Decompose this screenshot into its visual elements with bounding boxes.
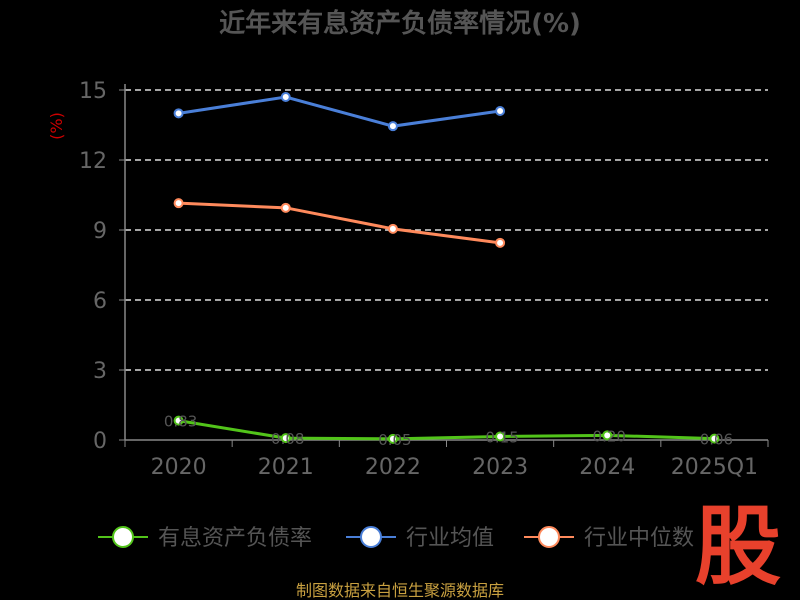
data-point: [280, 202, 291, 213]
x-tick-label: 2024: [579, 455, 635, 480]
data-label: 0.20: [593, 427, 626, 445]
data-point: [495, 431, 506, 442]
data-point: [495, 237, 506, 248]
data-point: [387, 433, 398, 444]
data-point: [173, 108, 184, 119]
legend-label: 有息资产负债率: [158, 526, 312, 551]
data-point: [173, 198, 184, 209]
grid-lines: [125, 89, 768, 371]
data-point: [495, 106, 506, 116]
legend-label: 行业中位数: [584, 526, 694, 551]
data-point: [280, 433, 291, 444]
data-point: [709, 433, 720, 444]
data-label: 0.15: [485, 429, 518, 447]
data-point: [387, 121, 398, 132]
x-tick-label: 2022: [365, 455, 421, 480]
y-tick-labels: 0 3 6 9 12 15: [79, 79, 107, 454]
series-group: 0.83 0.08 0.05 0.15 0.20 0.06: [164, 92, 733, 449]
y-tick-label: 0: [93, 429, 107, 454]
chart-title: 近年来有息资产负债率情况(%): [219, 8, 581, 39]
series-0: 0.83 0.08 0.05 0.15 0.20 0.06: [164, 413, 733, 449]
x-tick-label: 2025Q1: [671, 455, 758, 480]
data-point: [602, 430, 613, 441]
x-tick-label: 2021: [258, 455, 314, 480]
y-tick-label: 3: [93, 359, 107, 384]
y-tick-label: 12: [79, 149, 107, 174]
data-label: 0.05: [378, 431, 411, 449]
data-point: [387, 223, 398, 234]
data-label: 0.83: [164, 413, 197, 431]
logo-mark: 股: [695, 497, 781, 597]
legend: 有息资产负债率 行业均值 行业中位数: [98, 526, 694, 551]
series-line: [178, 419, 715, 441]
data-label: 0.06: [700, 431, 733, 449]
source-note: 制图数据来自恒生聚源数据库: [296, 581, 504, 600]
x-tick-label: 2023: [472, 455, 528, 480]
y-axis-unit: (%): [47, 112, 66, 140]
axes: [119, 84, 769, 447]
legend-label: 行业均值: [406, 526, 494, 551]
y-tick-label: 15: [79, 79, 107, 104]
legend-item-0[interactable]: 有息资产负债率: [98, 526, 312, 551]
y-tick-label: 9: [93, 219, 107, 244]
x-tick-labels: 2020 2021 2022 2023 2024 2025Q1: [151, 455, 758, 480]
legend-item-2[interactable]: 行业中位数: [524, 526, 694, 551]
legend-item-1[interactable]: 行业均值: [346, 526, 494, 551]
series-1: [173, 92, 506, 132]
legend-marker: [112, 526, 134, 548]
data-point: [173, 415, 184, 426]
series-2: [173, 198, 506, 248]
y-tick-label: 6: [93, 289, 107, 314]
data-label: 0.08: [271, 430, 304, 448]
legend-marker: [538, 526, 560, 548]
series-line: [178, 201, 501, 245]
series-line: [178, 95, 501, 128]
data-point: [280, 92, 291, 102]
legend-marker: [360, 526, 382, 548]
x-tick-label: 2020: [151, 455, 207, 480]
